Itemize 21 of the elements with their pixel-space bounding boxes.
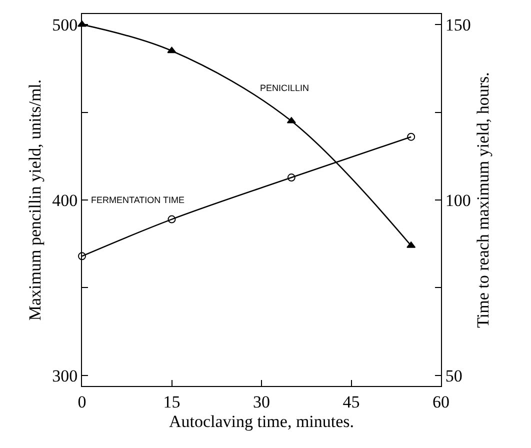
point: [78, 252, 86, 260]
x-tick-label: 0: [78, 392, 86, 412]
y-tick-label: 500: [52, 15, 78, 34]
point: [167, 46, 176, 54]
x-tick-label: 30: [253, 392, 270, 412]
y2-axis-title: Time to reach maximum yield, hours.: [473, 72, 492, 328]
y-tick-label: 400: [52, 190, 78, 210]
series-label: FERMENTATION TIME: [91, 195, 184, 205]
x-tick-label: 60: [432, 392, 450, 412]
y-tick-label: 300: [52, 366, 78, 386]
point: [287, 174, 296, 182]
y2-tick-label: 150: [445, 15, 471, 34]
x-tick-label: 15: [163, 392, 180, 412]
point: [168, 215, 176, 224]
point: [407, 132, 416, 141]
y2-tick-label: 50: [445, 366, 462, 386]
x-tick-label: 45: [342, 392, 360, 412]
y-axis-title: Maximum pencillin yield, units/ml.: [26, 79, 45, 321]
series-label: PENICILLIN: [260, 83, 310, 93]
x-axis-title: Autoclaving time, minutes.: [168, 412, 354, 431]
y2-tick-label: 100: [445, 190, 471, 210]
